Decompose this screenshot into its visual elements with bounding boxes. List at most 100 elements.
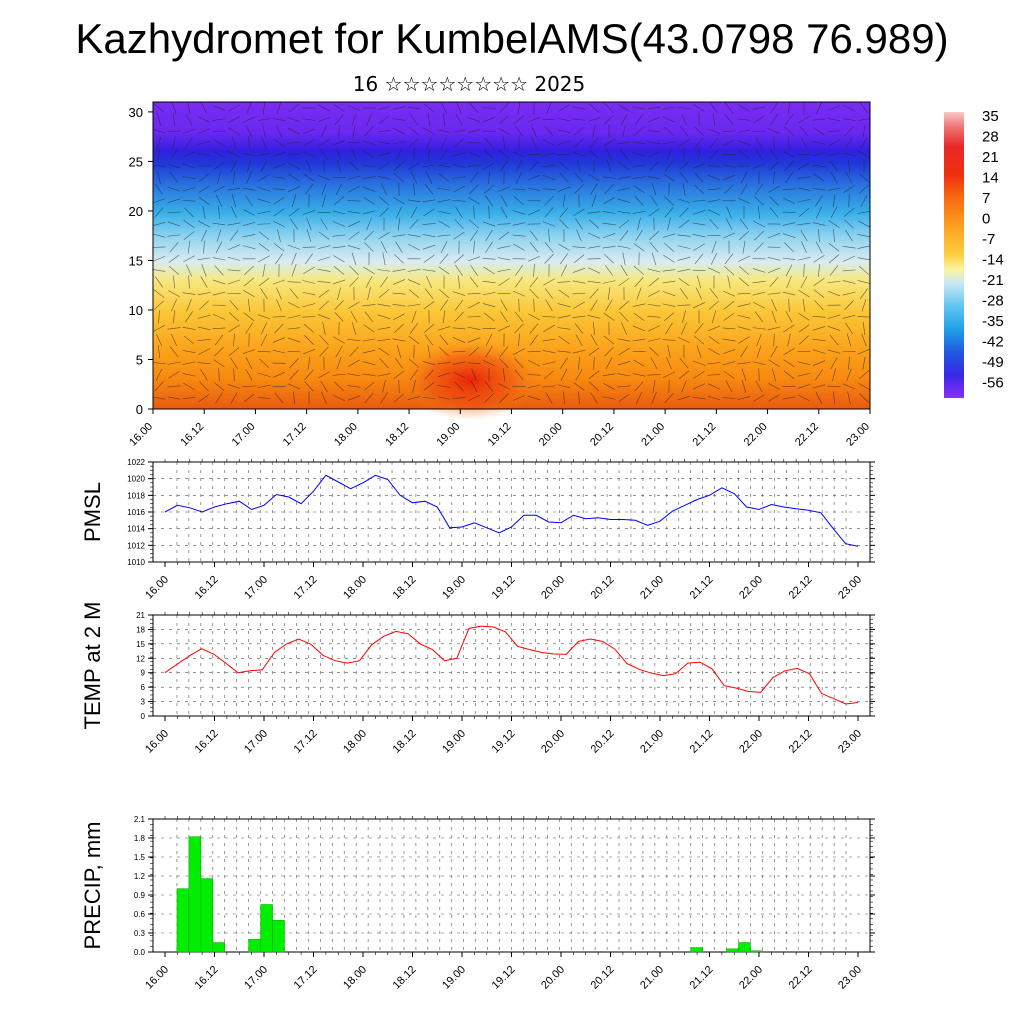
wind-barb	[484, 381, 494, 392]
wind-barb	[304, 369, 314, 380]
wind-barb	[648, 290, 660, 297]
wind-barb	[677, 336, 691, 344]
wind-barb	[847, 159, 851, 173]
wind-barb	[842, 246, 856, 249]
wind-barb	[347, 395, 361, 401]
wind-barb	[395, 148, 403, 161]
wind-barb	[182, 373, 196, 377]
wind-barb	[407, 279, 421, 285]
wind-barb	[332, 279, 346, 285]
wind-barb	[618, 219, 630, 229]
wind-barb	[861, 298, 867, 312]
wind-barb	[473, 205, 475, 219]
wind-barb	[502, 136, 506, 150]
wind-barb	[647, 116, 661, 123]
wind-barb	[798, 115, 810, 124]
wind-barb	[533, 263, 535, 277]
wind-barb	[797, 257, 811, 261]
wind-barb	[622, 124, 626, 138]
wind-barb	[572, 315, 586, 318]
wind-barb	[437, 234, 451, 237]
wind-barb	[603, 312, 615, 321]
wind-barb	[470, 380, 478, 393]
wind-barb	[662, 233, 676, 238]
wind-barb	[157, 147, 161, 161]
wind-barb	[500, 160, 508, 172]
wind-barb	[737, 362, 751, 365]
wind-barb	[696, 287, 702, 300]
wind-barb	[757, 205, 761, 219]
wind-barb	[260, 334, 268, 346]
wind-barb	[575, 369, 583, 381]
wind-barb	[662, 280, 676, 284]
wind-barb	[529, 323, 539, 334]
wind-barb	[287, 244, 301, 250]
wind-barb	[842, 351, 856, 353]
wind-barb	[233, 368, 235, 382]
wind-barb	[155, 276, 163, 288]
wind-barb	[543, 278, 555, 286]
wind-barb	[425, 171, 433, 184]
wind-barb	[713, 113, 715, 127]
wind-barb	[647, 141, 661, 145]
precip-panel: 0.0 0.3 0.6 0.9 1.2 1.5 1.8 2.1 16.00 16.12 17.00 1…	[80, 815, 875, 992]
wind-barb	[243, 312, 255, 322]
wind-barb	[182, 292, 196, 295]
wind-barb	[647, 374, 661, 376]
wind-barb	[753, 220, 765, 228]
wind-barb	[303, 139, 315, 147]
wind-barb	[228, 104, 240, 112]
wind-barb	[662, 141, 676, 145]
wind-barb	[364, 242, 374, 253]
wind-barb	[632, 338, 646, 342]
wind-barb	[452, 327, 466, 330]
wind-barb	[158, 310, 160, 324]
wind-barb	[303, 323, 315, 333]
x-tick-label: 19.00	[434, 421, 462, 449]
wind-barb	[423, 382, 435, 391]
wind-barb	[544, 126, 554, 137]
wind-barb	[380, 276, 388, 288]
wind-barb	[392, 338, 406, 342]
wind-barb	[771, 299, 777, 312]
wind-barb	[803, 263, 805, 277]
wind-barb	[830, 206, 838, 219]
wind-barb	[514, 369, 524, 381]
wind-barb	[575, 334, 583, 346]
wind-barb	[697, 147, 701, 161]
wind-barb	[153, 325, 165, 332]
wind-barb	[182, 350, 196, 353]
wind-barb	[649, 161, 659, 171]
wind-barb	[861, 333, 867, 347]
wind-barb	[604, 184, 614, 195]
wind-barb	[544, 288, 554, 299]
wind-barb	[230, 206, 238, 219]
wind-barb	[437, 385, 451, 388]
wind-barb	[633, 265, 645, 275]
wind-barb	[362, 349, 376, 354]
wind-barb	[227, 222, 241, 226]
wind-barb	[201, 264, 207, 277]
wind-barb	[635, 229, 643, 242]
wind-barb	[694, 184, 704, 194]
wind-barb	[542, 316, 556, 318]
wind-barb	[484, 393, 494, 403]
colorbar-fill	[944, 112, 964, 398]
wind-barb	[231, 136, 237, 150]
wind-barb	[634, 195, 644, 206]
wind-barb	[289, 369, 299, 380]
wind-barb	[377, 326, 391, 330]
wind-barb	[197, 152, 211, 157]
wind-barb	[242, 221, 256, 227]
wind-barb	[412, 380, 416, 393]
wind-barb	[215, 241, 223, 254]
wind-barb	[753, 115, 765, 124]
wind-barb	[545, 392, 553, 404]
wind-barb	[590, 392, 598, 404]
wind-barb	[366, 113, 372, 126]
wind-barb	[488, 205, 490, 219]
wind-barb	[187, 240, 191, 254]
wind-barb	[632, 373, 646, 377]
wind-barb	[573, 382, 585, 391]
x-tick-label: 20.00	[537, 421, 565, 449]
